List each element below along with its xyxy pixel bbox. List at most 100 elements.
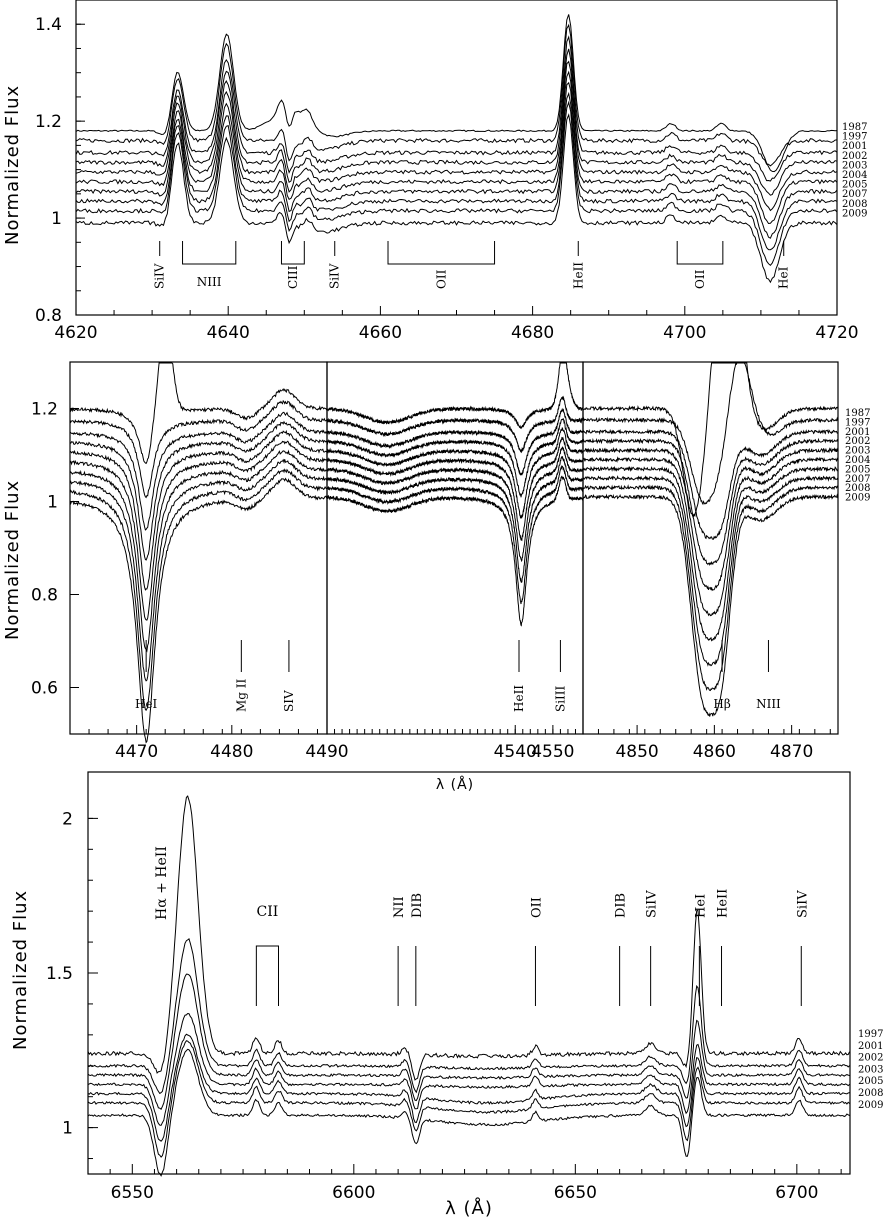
line-label: NIII bbox=[756, 697, 781, 711]
line-label: NIII bbox=[197, 275, 222, 289]
x-tick-label: 6650 bbox=[554, 1183, 597, 1203]
spectrum-2009 bbox=[75, 113, 838, 284]
spectrum-2005 bbox=[69, 449, 327, 653]
year-label: 2009 bbox=[842, 208, 867, 219]
x-tick-label: 6600 bbox=[332, 1183, 375, 1203]
line-label: SIV bbox=[282, 690, 296, 712]
panel-middle-frame-c bbox=[582, 361, 839, 735]
spectrum-2002 bbox=[75, 48, 838, 196]
year-label: 1997 bbox=[842, 132, 867, 143]
panel-top-frame bbox=[75, 0, 838, 316]
spectrum-2002 bbox=[87, 973, 850, 1110]
line-bracket bbox=[387, 241, 496, 265]
spectrum-2001 bbox=[326, 407, 584, 476]
line-label: OII bbox=[434, 269, 448, 289]
spectrum-1987 bbox=[69, 362, 328, 465]
panel-top-ticks: 4620 4640 4660 4680 4700 4720 0.8 1 1.2 1.4 bbox=[35, 15, 859, 343]
year-label: 2008 bbox=[845, 483, 870, 494]
spectrum-2004 bbox=[75, 70, 838, 225]
spectrum-2009 bbox=[326, 475, 584, 627]
y-tick-label: 0.8 bbox=[31, 586, 58, 606]
spectrum-2002 bbox=[69, 420, 328, 561]
spectrum-2005 bbox=[326, 446, 584, 563]
year-label: 1997 bbox=[845, 417, 870, 428]
panel-middle-xlabel: λ (Å) bbox=[436, 776, 474, 793]
line-label: SiIII bbox=[553, 685, 567, 712]
panel-middle-ylabel: Normalized Flux bbox=[2, 480, 23, 640]
spectrum-1997 bbox=[582, 362, 839, 506]
line-label: CIII bbox=[286, 265, 300, 289]
y-tick-label: 1 bbox=[51, 209, 62, 229]
x-tick-label: 4850 bbox=[615, 742, 658, 762]
year-label: 2001 bbox=[842, 141, 867, 152]
line-label: HeI bbox=[135, 697, 158, 711]
spectrum-2009 bbox=[582, 493, 839, 717]
line-label: SiIV bbox=[153, 263, 167, 289]
year-label: 2001 bbox=[858, 1041, 883, 1052]
spectrum-2001 bbox=[75, 35, 838, 182]
year-label: 2007 bbox=[842, 189, 867, 200]
spectrum-2008 bbox=[326, 465, 584, 605]
year-label: 2005 bbox=[858, 1076, 883, 1087]
panel-middle-line-markers: HeI Mg II SIV HeII SiIII Hβ NIII bbox=[135, 640, 781, 712]
spectrum-2003 bbox=[75, 60, 838, 212]
y-tick-label: 0.6 bbox=[31, 679, 58, 699]
line-bracket bbox=[182, 241, 237, 265]
spectrum-2003 bbox=[326, 427, 584, 520]
year-label: 2001 bbox=[845, 427, 870, 438]
year-label: 2008 bbox=[842, 199, 867, 210]
year-label: 1987 bbox=[842, 122, 867, 133]
year-label: 2009 bbox=[858, 1100, 883, 1111]
line-label: Mg II bbox=[234, 678, 248, 712]
year-label: 2009 bbox=[845, 493, 870, 504]
spectrum-2007 bbox=[75, 91, 838, 251]
x-tick-label: 4660 bbox=[359, 323, 402, 343]
panel-bottom-line-markers: Hα + HeII CII NII DIB OII DIB SiIV HeI HeII SiIV bbox=[154, 846, 810, 1006]
line-label: SiIV bbox=[795, 890, 810, 918]
line-label: HeI bbox=[777, 266, 791, 289]
line-bracket bbox=[255, 945, 279, 1006]
line-bracket bbox=[280, 241, 305, 265]
x-tick-label: 4860 bbox=[693, 742, 736, 762]
spectrum-2004 bbox=[69, 440, 327, 621]
spectrum-2004 bbox=[326, 436, 584, 542]
spectrum-2008 bbox=[69, 468, 327, 711]
x-tick-label: 4700 bbox=[663, 323, 706, 343]
panel-top-line-markers: SiIV NIII CIII SiIV OII HeII OII HeI bbox=[153, 241, 791, 289]
line-label: DIB bbox=[614, 893, 629, 918]
panel-middle-series bbox=[69, 362, 839, 744]
spectrum-1997 bbox=[75, 23, 838, 167]
panel-top-ylabel: Normalized Flux bbox=[2, 85, 23, 245]
y-tick-label: 0.8 bbox=[35, 306, 62, 326]
spectrum-2002 bbox=[582, 437, 839, 566]
x-tick-label: 4640 bbox=[207, 323, 250, 343]
y-tick-label: 1.2 bbox=[31, 400, 58, 420]
year-label: 2002 bbox=[858, 1053, 883, 1064]
y-tick-label: 1.5 bbox=[46, 964, 73, 984]
x-tick-label: 4620 bbox=[54, 323, 97, 343]
spectrum-2001 bbox=[69, 411, 328, 531]
year-label: 2002 bbox=[842, 151, 867, 162]
panel-bottom-ylabel: Normalized Flux bbox=[10, 890, 31, 1050]
line-label: Hα + HeII bbox=[154, 846, 170, 920]
spectrum-2001 bbox=[582, 428, 838, 540]
x-tick-label: 4480 bbox=[210, 742, 253, 762]
x-tick-label: 4470 bbox=[115, 742, 158, 762]
line-label: OII bbox=[529, 897, 544, 918]
spectrum-2007 bbox=[582, 475, 839, 667]
panel-bottom-ticks: 6550 6600 6650 6700 1 1.5 2 bbox=[46, 809, 842, 1203]
spectrum-2009 bbox=[87, 1048, 850, 1177]
spectrum-2004 bbox=[582, 456, 839, 617]
line-label: HeII bbox=[571, 262, 585, 289]
y-tick-label: 1 bbox=[62, 1119, 73, 1139]
line-label: DIB bbox=[410, 893, 425, 918]
spectrum-2002 bbox=[326, 418, 584, 498]
year-label: 2003 bbox=[842, 160, 867, 171]
spectrum-2003 bbox=[69, 429, 327, 591]
spectrum-2008 bbox=[582, 484, 839, 692]
panel-bottom-halpha: Normalized Flux λ (Å) 6550 6600 6650 6700 1 1… bbox=[10, 771, 883, 1219]
panel-bottom-series bbox=[87, 795, 851, 1177]
spectrum-1987 bbox=[326, 362, 584, 430]
